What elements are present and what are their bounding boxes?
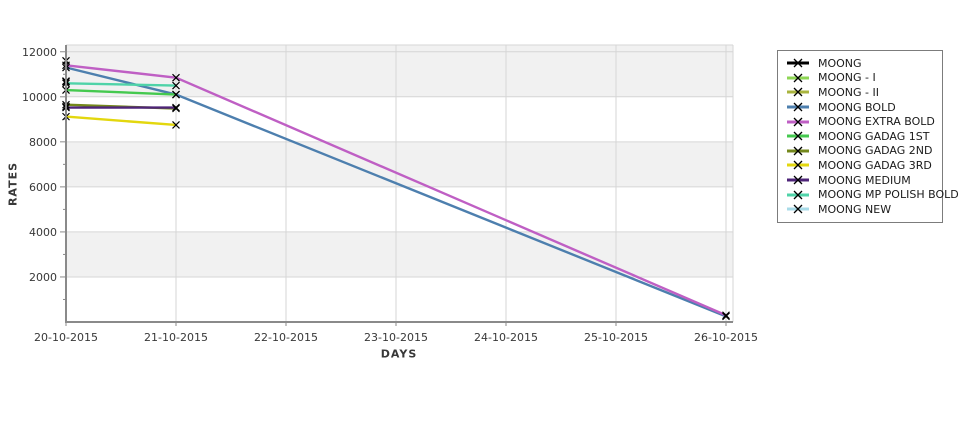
y-tick-label: 4000 xyxy=(29,226,57,239)
y-tick-label: 12000 xyxy=(22,46,57,59)
legend-series-icon xyxy=(787,102,809,112)
x-tick-label: 26-10-2015 xyxy=(694,331,758,344)
legend-series-icon xyxy=(787,131,809,141)
legend-series-icon xyxy=(787,117,809,127)
data-point-marker xyxy=(172,81,180,90)
legend-item: MOONG BOLD xyxy=(786,100,936,115)
series-line-moong-mp-polish-bold xyxy=(65,82,177,87)
x-tick-label: 21-10-2015 xyxy=(144,331,208,344)
legend-item: MOONG GADAG 1ST xyxy=(786,129,936,144)
x-axis-title: DAYS xyxy=(380,347,418,361)
legend-item: MOONG MEDIUM xyxy=(786,173,936,188)
legend-item-label: MOONG GADAG 1ST xyxy=(818,129,930,143)
y-tick-label: 10000 xyxy=(22,91,57,104)
legend-item: MOONG - II xyxy=(786,85,936,100)
legend-item: MOONG MP POLISH BOLD xyxy=(786,187,959,202)
legend-item-label: MOONG xyxy=(818,56,862,70)
x-tick-label: 23-10-2015 xyxy=(364,331,428,344)
legend-item-label: MOONG MP POLISH BOLD xyxy=(818,188,959,202)
x-tick-label: 25-10-2015 xyxy=(584,331,648,344)
legend-item-label: MOONG NEW xyxy=(818,202,892,216)
y-tick-label: 6000 xyxy=(29,181,57,194)
legend-series-icon xyxy=(787,73,809,83)
x-tick-label: 20-10-2015 xyxy=(34,331,98,344)
legend-item-label: MOONG MEDIUM xyxy=(818,173,911,187)
data-point-marker xyxy=(172,104,180,113)
legend-box: MOONG MOONG - I MOONG - II MOONG BOLD MOONG … xyxy=(777,50,959,223)
plot-band xyxy=(67,45,733,97)
data-point-marker xyxy=(722,311,730,320)
legend-item-label: MOONG EXTRA BOLD xyxy=(818,115,935,129)
data-point-marker xyxy=(172,73,180,82)
y-tick-label: 8000 xyxy=(29,136,57,149)
legend-series-icon xyxy=(787,58,809,68)
legend-item: MOONG GADAG 3RD xyxy=(786,158,936,173)
legend-item: MOONG xyxy=(786,56,936,71)
x-tick-label: 22-10-2015 xyxy=(254,331,318,344)
y-tick-label: 2000 xyxy=(29,271,57,284)
legend-item-label: MOONG BOLD xyxy=(818,100,896,114)
data-point-marker xyxy=(722,312,730,321)
legend-series-icon xyxy=(787,204,809,214)
legend-item-label: MOONG GADAG 2ND xyxy=(818,144,933,158)
series-line-moong-gadag-3rd xyxy=(65,115,177,127)
legend-series-icon xyxy=(787,146,809,156)
legend-series-icon xyxy=(787,175,809,185)
legend-series-icon xyxy=(787,160,809,170)
y-axis-title: RATES xyxy=(6,161,20,207)
data-point-marker xyxy=(172,103,180,112)
data-point-marker xyxy=(172,90,180,99)
plot-band xyxy=(67,231,733,277)
legend-item: MOONG NEW xyxy=(786,202,936,217)
legend-series-icon xyxy=(787,190,809,200)
legend-series-icon xyxy=(787,88,809,97)
legend-item-label: MOONG GADAG 3RD xyxy=(818,158,932,172)
plot-band xyxy=(67,141,733,187)
legend-item-label: MOONG - II xyxy=(818,85,880,99)
legend-item-label: MOONG - I xyxy=(818,71,876,85)
data-point-marker xyxy=(172,121,180,129)
legend-item: MOONG EXTRA BOLD xyxy=(786,114,936,129)
legend-item: MOONG - I xyxy=(786,71,936,86)
legend-item: MOONG GADAG 2ND xyxy=(786,144,936,159)
x-tick-label: 24-10-2015 xyxy=(474,331,538,344)
series-line-moong-gadag-1st xyxy=(65,88,177,96)
